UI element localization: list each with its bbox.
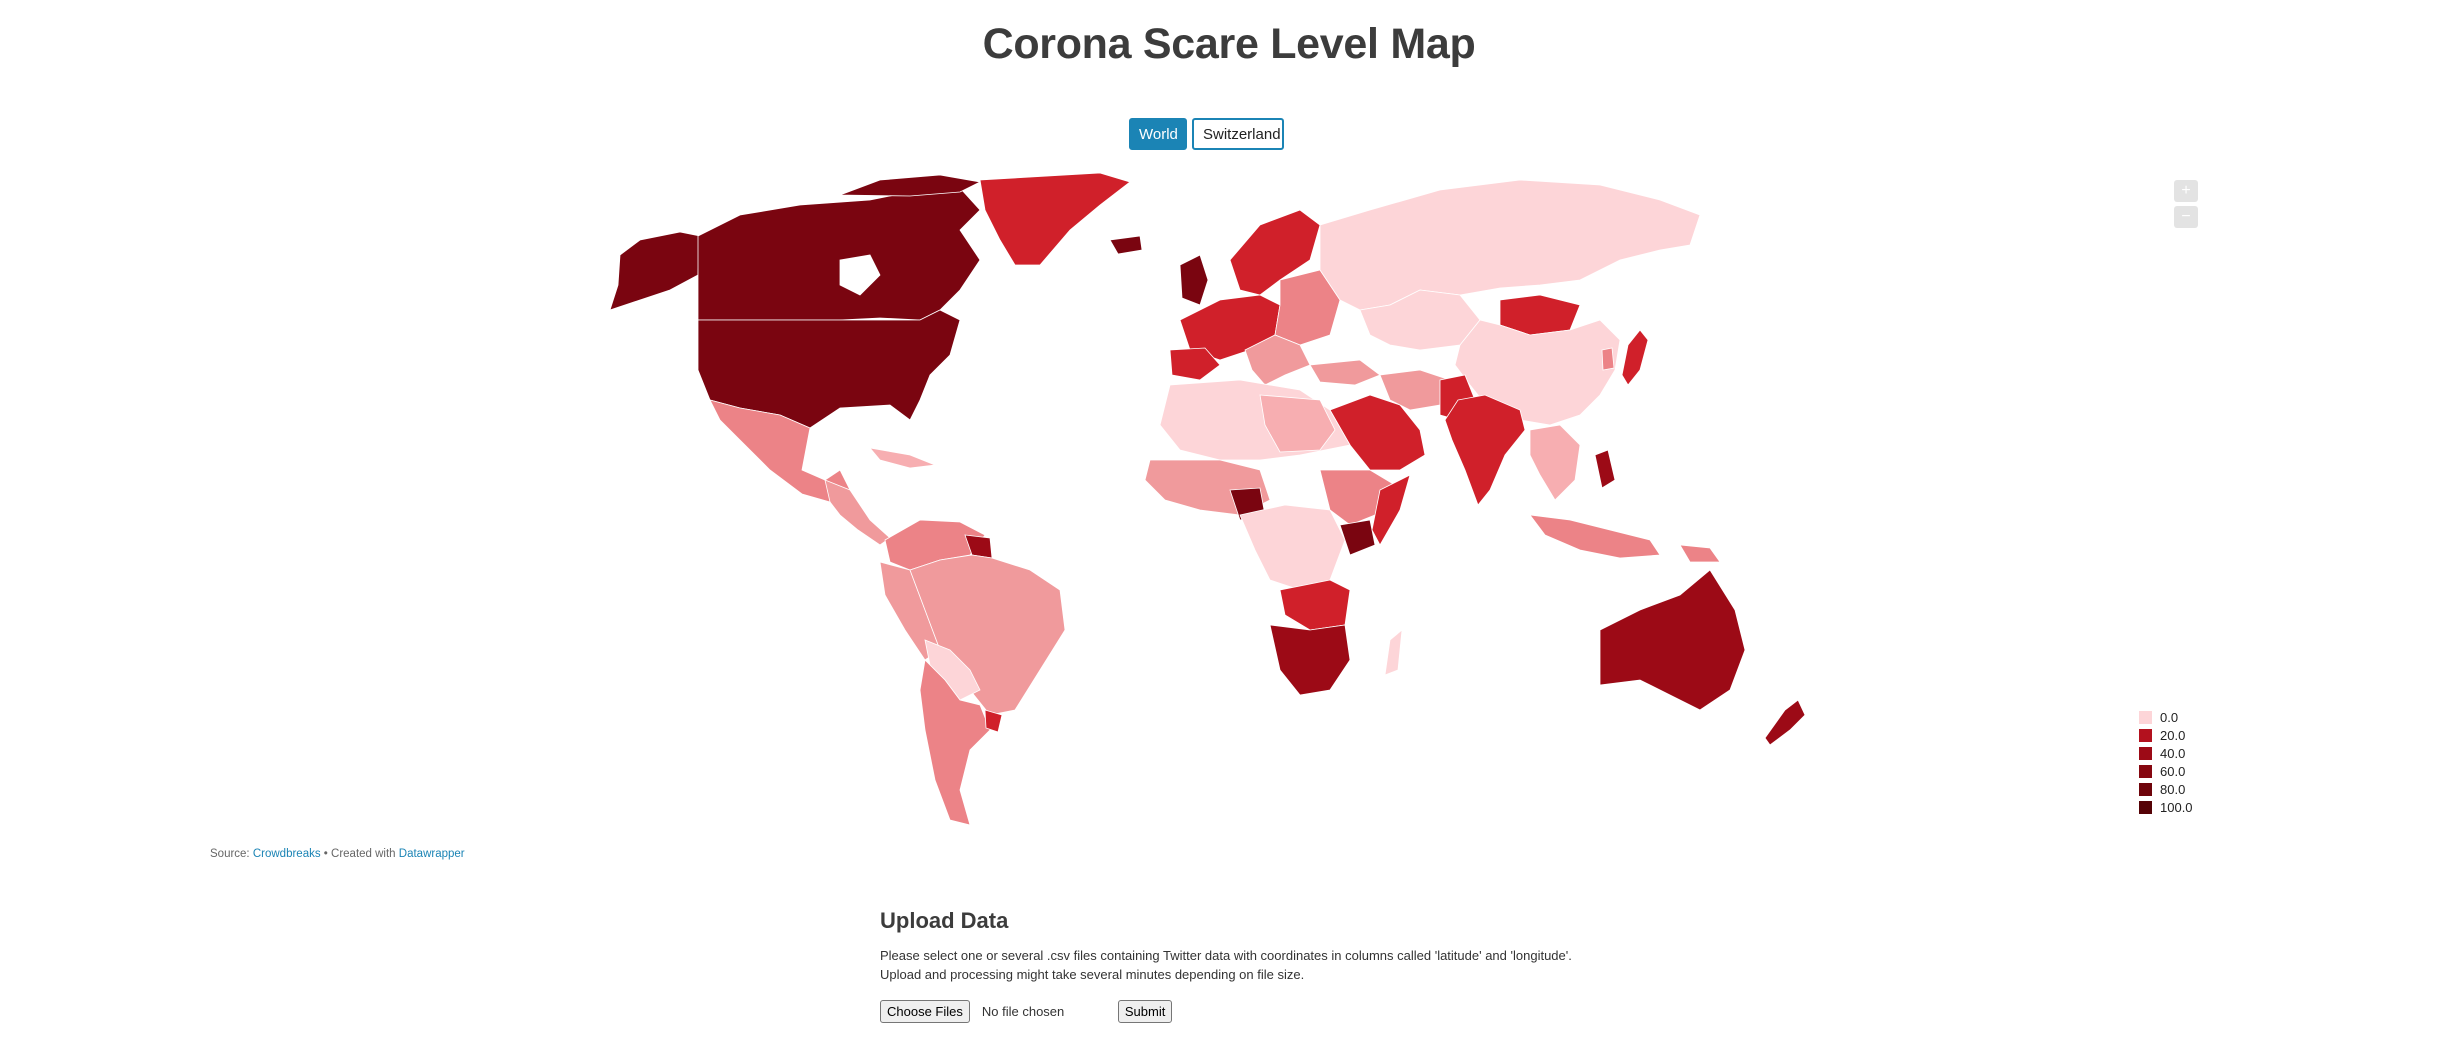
- page-title: Corona Scare Level Map: [982, 20, 1476, 68]
- region-egypt-libya[interactable]: [1259, 394, 1336, 453]
- country-uk[interactable]: [1179, 254, 1209, 306]
- legend-item: 60.0: [2139, 762, 2193, 780]
- legend-label: 80.0: [2160, 781, 2186, 797]
- country-madagascar[interactable]: [1384, 629, 1403, 676]
- upload-heading: Upload Data: [880, 908, 1009, 933]
- water-hudson-bay: [839, 254, 881, 296]
- country-mexico[interactable]: [709, 399, 851, 503]
- country-iceland[interactable]: [1109, 235, 1143, 255]
- legend-swatch: [2139, 782, 2152, 796]
- source-prefix: Source:: [210, 848, 250, 860]
- country-uruguay[interactable]: [984, 709, 1003, 733]
- legend-label: 100.0: [2160, 799, 2193, 815]
- legend-item: 80.0: [2139, 780, 2193, 798]
- legend-label: 0.0: [2160, 709, 2179, 725]
- zoom-in-button[interactable]: +: [2174, 180, 2198, 202]
- region-scandinavia[interactable]: [1229, 209, 1321, 296]
- region-south-central-africa[interactable]: [1279, 579, 1351, 631]
- legend-item: 0.0: [2139, 708, 2193, 726]
- country-turkey[interactable]: [1309, 359, 1381, 386]
- map-zoom-controls: + −: [2174, 180, 2198, 228]
- legend-label: 20.0: [2160, 727, 2186, 743]
- legend-swatch: [2139, 746, 2152, 760]
- legend-item: 40.0: [2139, 744, 2193, 762]
- legend-swatch: [2139, 800, 2152, 814]
- region-southern-africa[interactable]: [1269, 624, 1351, 696]
- crowdbreaks-link[interactable]: Crowdbreaks: [252, 848, 321, 860]
- file-status: No file chosen: [981, 1004, 1065, 1019]
- country-philippines[interactable]: [1594, 449, 1616, 489]
- world-choropleth-map[interactable]: [540, 170, 1960, 830]
- legend-swatch: [2139, 764, 2152, 778]
- map-switcher: World Switzerland: [1129, 118, 1284, 150]
- country-indonesia[interactable]: [1529, 514, 1661, 559]
- upload-section: Upload Data Please select one or several…: [880, 908, 1640, 1023]
- legend-label: 60.0: [2160, 763, 2186, 779]
- legend-item: 100.0: [2139, 798, 2193, 816]
- region-central-africa[interactable]: [1239, 504, 1346, 591]
- country-new-zealand[interactable]: [1764, 699, 1806, 746]
- zoom-out-button[interactable]: −: [2174, 206, 2198, 228]
- switzerland-button[interactable]: Switzerland: [1192, 118, 1284, 150]
- legend-label: 40.0: [2160, 745, 2186, 761]
- country-papua-new-guinea[interactable]: [1679, 544, 1721, 563]
- upload-instructions: Please select one or several .csv files …: [880, 948, 1572, 963]
- region-italy-balkans[interactable]: [1244, 334, 1311, 386]
- map-legend: 0.0 20.0 40.0 60.0 80.0 100.0: [2139, 708, 2193, 816]
- upload-note: Upload and processing might take several…: [880, 967, 1305, 982]
- region-caribbean[interactable]: [868, 447, 936, 469]
- country-india[interactable]: [1444, 394, 1526, 506]
- country-greenland[interactable]: [979, 172, 1131, 266]
- country-russia[interactable]: [1319, 179, 1701, 311]
- region-iberia[interactable]: [1169, 347, 1221, 381]
- region-argentina-chile[interactable]: [919, 659, 991, 826]
- legend-swatch: [2139, 728, 2152, 742]
- region-arabia[interactable]: [1329, 394, 1426, 471]
- source-credit: Source: Crowdbreaks • Created with Dataw…: [210, 848, 465, 860]
- legend-item: 20.0: [2139, 726, 2193, 744]
- country-canada[interactable]: [697, 187, 981, 321]
- country-alaska[interactable]: [609, 231, 701, 311]
- submit-button[interactable]: Submit: [1117, 1000, 1173, 1023]
- choose-files-button[interactable]: Choose Files: [880, 1000, 970, 1023]
- country-australia[interactable]: [1599, 569, 1746, 711]
- region-southeast-asia[interactable]: [1529, 424, 1581, 501]
- source-separator: • Created with: [323, 848, 396, 860]
- country-kenya[interactable]: [1339, 519, 1376, 556]
- country-somalia[interactable]: [1371, 474, 1411, 546]
- world-button[interactable]: World: [1129, 118, 1187, 150]
- country-japan[interactable]: [1621, 329, 1649, 386]
- file-input-row: Choose Files No file chosen Submit: [880, 1000, 1640, 1023]
- region-central-america[interactable]: [824, 479, 891, 546]
- country-korea[interactable]: [1601, 347, 1615, 371]
- datawrapper-link[interactable]: Datawrapper: [398, 848, 465, 860]
- legend-swatch: [2139, 710, 2152, 724]
